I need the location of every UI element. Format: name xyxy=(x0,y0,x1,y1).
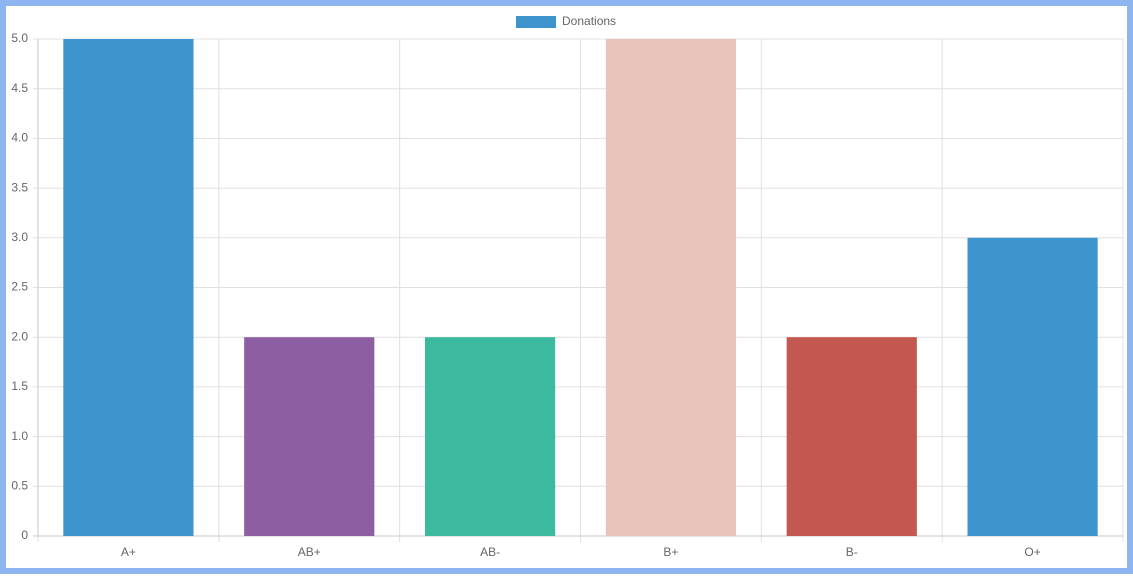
y-tick-label: 5.0 xyxy=(11,31,28,45)
x-tick-label: B- xyxy=(846,545,858,559)
y-tick-label: 0.5 xyxy=(11,478,28,492)
y-tick-label: 4.0 xyxy=(11,131,28,145)
bar xyxy=(63,39,194,536)
legend-swatch xyxy=(516,16,556,28)
y-tick-label: 2.5 xyxy=(11,280,28,294)
legend-label: Donations xyxy=(562,14,616,28)
bar xyxy=(967,237,1098,537)
x-tick-label: AB+ xyxy=(298,545,321,559)
bar xyxy=(605,39,737,536)
bar xyxy=(786,337,917,536)
y-tick-label: 1.0 xyxy=(11,429,28,443)
bar xyxy=(244,337,375,536)
x-tick-label: A+ xyxy=(121,545,136,559)
y-tick-label: 1.5 xyxy=(11,379,28,393)
y-tick-label: 2.0 xyxy=(11,329,28,343)
x-tick-label: O+ xyxy=(1024,545,1040,559)
x-tick-label: AB- xyxy=(480,545,500,559)
bar xyxy=(424,337,556,536)
y-tick-label: 4.5 xyxy=(11,81,28,95)
y-tick-label: 3.0 xyxy=(11,230,28,244)
x-tick-label: B+ xyxy=(663,545,678,559)
y-tick-label: 3.5 xyxy=(11,180,28,194)
y-tick-label: 0 xyxy=(21,528,28,542)
